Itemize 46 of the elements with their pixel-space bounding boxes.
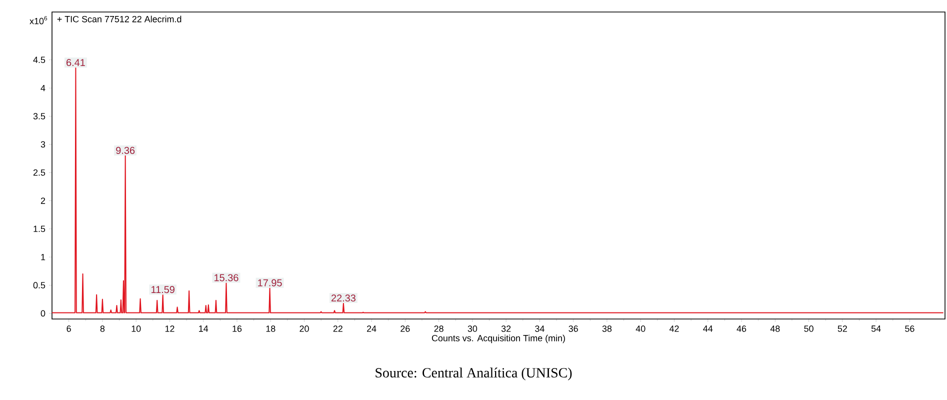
x-axis-title: Counts vs. Acquisition Time (min) xyxy=(432,334,565,344)
x-tick-label: 46 xyxy=(736,326,746,332)
x-tick-label: 38 xyxy=(602,326,612,332)
y-tick-label: 2.5 xyxy=(33,169,46,176)
x-tick-label: 30 xyxy=(468,326,478,332)
x-tick-label: 18 xyxy=(266,326,276,332)
x-tick-label: 32 xyxy=(501,326,511,332)
annotation: 22.33 xyxy=(331,294,356,302)
y-axis-title: x10$^{6}$ xyxy=(30,16,48,24)
y-tick-label: 2 xyxy=(40,198,46,204)
chart-title: + TIC Scan 77512 22 Alecrim.d xyxy=(57,16,182,22)
x-tick-label: 6 xyxy=(66,326,71,332)
annotation: 6.41 xyxy=(66,59,85,66)
y-tick-label: 1 xyxy=(41,254,46,260)
x-tick-label: 20 xyxy=(300,326,309,332)
y-tick-label: 3.5 xyxy=(33,113,46,120)
x-tick-label: 24 xyxy=(367,326,376,332)
x-tick-label: 28 xyxy=(434,326,444,332)
x-tick-label: 50 xyxy=(804,326,814,332)
x-tick-label: 44 xyxy=(703,326,713,332)
x-tick-label: 22 xyxy=(333,326,342,332)
x-tick-label: 12 xyxy=(165,326,174,332)
annotation: 17.95 xyxy=(258,279,282,286)
annotation: 15.36 xyxy=(214,274,238,282)
y-tick-label: 0.5 xyxy=(33,282,46,288)
y-tick-label: 0 xyxy=(40,310,46,317)
x-tick-label: 36 xyxy=(568,326,578,332)
y-tick-label: 1.5 xyxy=(34,226,46,232)
y-tick-label: 4.5 xyxy=(33,56,46,64)
x-tick-label: 54 xyxy=(871,326,881,332)
x-tick-label: 10 xyxy=(132,326,141,332)
x-tick-label: 52 xyxy=(838,326,847,332)
source-note: Source: Central Analítica (UNISC) xyxy=(376,368,572,380)
x-tick-label: 14 xyxy=(199,326,208,332)
x-tick-label: 34 xyxy=(535,326,544,332)
x-tick-label: 16 xyxy=(232,326,242,332)
y-tick-label: 3 xyxy=(40,141,46,148)
annotation: 9.36 xyxy=(116,146,135,154)
y-tick-label: 4 xyxy=(40,84,46,92)
x-tick-label: 8 xyxy=(100,326,105,332)
x-tick-label: 26 xyxy=(400,326,410,332)
x-tick-label: 40 xyxy=(636,326,646,332)
x-tick-label: 48 xyxy=(770,326,780,332)
x-tick-label: 42 xyxy=(669,326,679,332)
annotation: 11.59 xyxy=(152,286,174,294)
x-tick-label: 56 xyxy=(905,326,914,332)
